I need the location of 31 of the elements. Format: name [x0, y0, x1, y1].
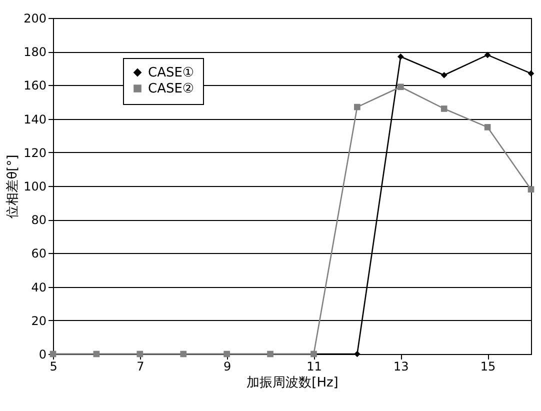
point: [484, 52, 491, 58]
x-tick-label: 5: [50, 360, 58, 374]
point: [528, 70, 534, 77]
x-tick-label: 11: [306, 360, 322, 374]
point: [397, 84, 404, 90]
point: [397, 53, 404, 60]
y-tick-label: 140: [24, 112, 46, 126]
point: [440, 72, 448, 78]
y-tick-label: 20: [31, 314, 46, 328]
point: [484, 124, 491, 130]
legend-label: CASE②: [148, 82, 194, 96]
legend-label: CASE①: [148, 66, 194, 80]
y-tick-label: 40: [31, 280, 46, 294]
y-tick-label: 100: [24, 180, 46, 194]
y-tick-label: 200: [24, 12, 46, 26]
point: [354, 350, 360, 358]
x-tick-label: 15: [480, 360, 496, 374]
y-tick-label: 120: [24, 146, 46, 160]
y-tick-label: 0: [38, 348, 46, 362]
x-tick-label: 7: [136, 360, 144, 374]
y-axis-title: 位相差θ[°]: [6, 154, 21, 218]
y-tick-label: 180: [24, 45, 46, 60]
x-tick-label: 9: [224, 360, 232, 374]
point: [528, 186, 534, 193]
x-tick-label: 13: [393, 360, 409, 374]
point: [354, 104, 360, 110]
point: [440, 106, 448, 112]
x-axis-title: 加振周波数[Hz]: [246, 376, 338, 390]
y-tick-label: 60: [31, 246, 46, 261]
y-tick-label: 80: [31, 213, 46, 228]
y-tick-label: 160: [24, 78, 46, 93]
